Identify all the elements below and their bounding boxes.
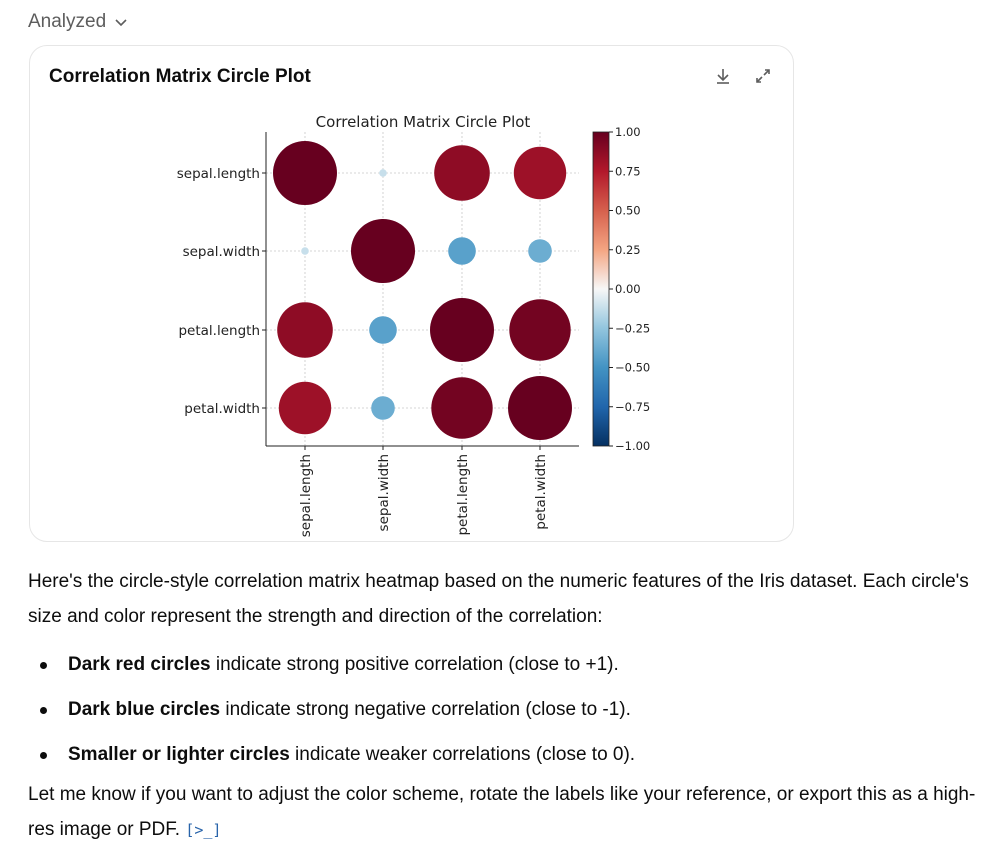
chevron-down-icon bbox=[115, 19, 127, 27]
corr-circle-petal.length-petal.width bbox=[509, 299, 571, 361]
chart-card: Correlation Matrix Circle Plot bbox=[29, 45, 794, 542]
corr-circle-petal.length-sepal.width bbox=[369, 316, 397, 344]
corr-circle-petal.width-petal.length bbox=[431, 377, 493, 439]
closing-text: Let me know if you want to adjust the co… bbox=[28, 784, 976, 840]
corr-circle-sepal.length-sepal.width bbox=[379, 169, 387, 177]
closing-paragraph: Let me know if you want to adjust the co… bbox=[28, 777, 988, 848]
corr-circle-sepal.length-petal.length bbox=[434, 145, 490, 201]
response-text: Here's the circle-style correlation matr… bbox=[28, 564, 988, 848]
download-icon bbox=[717, 69, 729, 84]
corr-circle-petal.width-sepal.length bbox=[278, 381, 332, 435]
x-tick-labels: sepal.length sepal.width petal.length petal… bbox=[298, 446, 549, 537]
corr-circle-sepal.width-petal.width bbox=[528, 239, 552, 263]
corr-circle-petal.width-petal.width bbox=[508, 376, 572, 440]
colorbar-tick-label: −0.75 bbox=[615, 400, 650, 414]
expand-icon bbox=[756, 69, 770, 83]
colorbar-tick-label: 1.00 bbox=[615, 125, 641, 139]
colorbar-tick-label: −0.25 bbox=[615, 321, 650, 335]
x-tick-label-sepal.width: sepal.width bbox=[376, 454, 392, 531]
corr-circle-sepal.length-sepal.length bbox=[273, 141, 337, 205]
plot-title: Correlation Matrix Circle Plot bbox=[316, 113, 531, 131]
colorbar-gradient bbox=[592, 131, 610, 447]
colorbar-tick-label: −1.00 bbox=[615, 439, 650, 453]
bullet-text: indicate strong negative correlation (cl… bbox=[220, 699, 631, 720]
colorbar-tick-label: 0.25 bbox=[615, 243, 641, 257]
colorbar-ticks: 1.00 0.75 0.50 0.25 0.00 −0.25 −0.50 −0.75 −1.00 bbox=[609, 125, 650, 453]
colorbar bbox=[592, 131, 610, 447]
y-tick-labels: sepal.length sepal.width petal.length petal… bbox=[177, 166, 266, 417]
colorbar-tick-label: 0.50 bbox=[615, 204, 641, 218]
y-tick-label-petal.length: petal.length bbox=[178, 323, 260, 339]
colorbar-tick-label: 0.75 bbox=[615, 164, 641, 178]
circles-layer bbox=[273, 141, 572, 440]
bullet-list: Dark red circles indicate strong positiv… bbox=[28, 642, 988, 777]
bullet-item: Dark red circles indicate strong positiv… bbox=[28, 642, 988, 687]
corr-circle-sepal.width-petal.length bbox=[448, 237, 476, 265]
card-title: Correlation Matrix Circle Plot bbox=[49, 66, 311, 87]
y-tick-label-sepal.length: sepal.length bbox=[177, 166, 260, 182]
code-link[interactable]: [>_] bbox=[185, 821, 222, 839]
corr-circle-sepal.width-sepal.width bbox=[351, 219, 415, 283]
x-tick-label-sepal.length: sepal.length bbox=[298, 454, 314, 537]
corr-circle-petal.length-sepal.length bbox=[277, 302, 333, 358]
intro-paragraph: Here's the circle-style correlation matr… bbox=[28, 571, 969, 627]
bullet-bold: Dark red circles bbox=[68, 654, 211, 675]
colorbar-tick-label: 0.00 bbox=[615, 282, 641, 296]
corr-circle-sepal.length-petal.width bbox=[513, 146, 567, 200]
bullet-bold: Smaller or lighter circles bbox=[68, 744, 290, 765]
card-actions bbox=[713, 66, 773, 86]
x-tick-label-petal.width: petal.width bbox=[533, 454, 549, 530]
y-tick-label-petal.width: petal.width bbox=[184, 401, 260, 417]
bullet-item: Smaller or lighter circles indicate weak… bbox=[28, 732, 988, 777]
corr-circle-sepal.width-sepal.length bbox=[301, 247, 309, 255]
analyzed-toggle[interactable]: Analyzed bbox=[28, 11, 128, 33]
y-tick-label-sepal.width: sepal.width bbox=[183, 244, 260, 260]
bullet-text: indicate strong positive correlation (cl… bbox=[210, 654, 619, 675]
download-button[interactable] bbox=[713, 66, 733, 86]
analyzed-label: Analyzed bbox=[28, 11, 107, 32]
correlation-plot: Correlation Matrix Circle Plot sepal.len… bbox=[177, 113, 651, 537]
bullet-bold: Dark blue circles bbox=[68, 699, 221, 720]
expand-button[interactable] bbox=[753, 66, 773, 86]
x-tick-label-petal.length: petal.length bbox=[455, 454, 471, 536]
corr-circle-petal.width-sepal.width bbox=[371, 396, 395, 420]
bullet-item: Dark blue circles indicate strong negati… bbox=[28, 687, 988, 732]
axes bbox=[265, 132, 579, 447]
colorbar-tick-label: −0.50 bbox=[615, 361, 650, 375]
corr-circle-petal.length-petal.length bbox=[430, 298, 494, 362]
bullet-text: indicate weaker correlations (close to 0… bbox=[289, 744, 636, 765]
